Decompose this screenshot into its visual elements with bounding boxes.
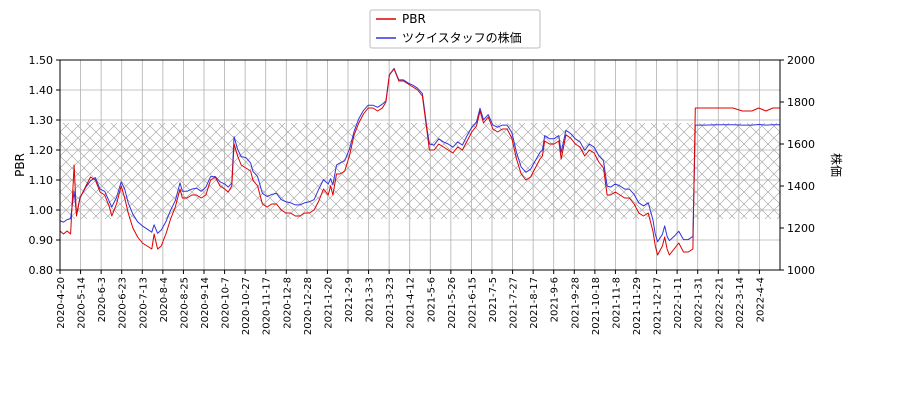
x-tick-label: 2020-10-27 (241, 277, 252, 335)
x-tick-label: 2021-7-5 (488, 277, 499, 322)
x-tick-label: 2022-3-14 (735, 277, 746, 329)
x-tick-label: 2021-10-18 (591, 277, 602, 335)
x-tick-label: 2020-7-13 (138, 277, 149, 329)
x-tick-label: 2020-8-25 (179, 277, 190, 329)
y-axis-label-right: 株価 (829, 153, 844, 177)
x-tick-label: 2021-4-12 (406, 277, 417, 329)
legend-label-price: ツクイスタッフの株価 (402, 30, 522, 45)
x-tick-label: 2021-12-17 (653, 277, 664, 335)
x-tick-label: 2022-4-4 (755, 277, 766, 322)
legend: PBR ツクイスタッフの株価 (369, 9, 541, 49)
x-tick-label: 2020-8-4 (159, 277, 170, 322)
y-tick-label-right: 1000 (787, 264, 815, 277)
y-tick-label-left: 1.30 (29, 114, 54, 127)
x-tick-label: 2021-2-9 (344, 277, 355, 322)
legend-label-pbr: PBR (402, 12, 426, 26)
x-tick-label: 2021-5-6 (426, 277, 437, 322)
x-tick-label: 2020-6-3 (97, 277, 108, 322)
x-tick-label: 2022-2-21 (714, 277, 725, 329)
x-tick-label: 2021-3-23 (385, 277, 396, 329)
y-tick-label-left: 1.00 (29, 204, 54, 217)
x-tick-label: 2020-4-20 (56, 277, 67, 329)
x-tick-label: 2021-9-6 (550, 277, 561, 322)
y-tick-label-left: 1.10 (29, 174, 54, 187)
x-tick-label: 2022-1-11 (673, 277, 684, 329)
series-line-pbr (60, 68, 780, 256)
x-tick-label: 2020-12-28 (303, 277, 314, 335)
x-tick-label: 2021-7-27 (509, 277, 520, 329)
y-tick-label-left: 1.50 (29, 54, 54, 67)
x-tick-label: 2020-11-17 (262, 277, 273, 335)
x-tick-label: 2020-5-14 (77, 277, 88, 329)
legend-box (369, 9, 541, 49)
x-tick-label: 2021-9-28 (570, 277, 581, 329)
y-tick-label-right: 1200 (787, 222, 815, 235)
y-tick-label-right: 2000 (787, 54, 815, 67)
x-tick-label: 2021-11-8 (611, 277, 622, 329)
plot-frame (59, 59, 781, 271)
y-axis-label-left: PBR (13, 153, 27, 177)
x-tick-label: 2021-6-15 (467, 277, 478, 329)
y-tick-label-left: 1.40 (29, 84, 54, 97)
x-tick-label: 2020-6-23 (118, 277, 129, 329)
y-tick-label-right: 1400 (787, 180, 815, 193)
y-tick-label-right: 1800 (787, 96, 815, 109)
x-tick-label: 2021-5-26 (447, 277, 458, 329)
x-tick-label: 2022-1-31 (694, 277, 705, 329)
y-tick-label-left: 0.80 (29, 264, 54, 277)
x-tick-label: 2021-11-29 (632, 277, 643, 335)
x-tick-label: 2021-8-17 (529, 277, 540, 329)
x-tick-label: 2020-10-7 (221, 277, 232, 329)
y-tick-label-right: 1600 (787, 138, 815, 151)
x-tick-label: 2020-9-14 (200, 277, 211, 329)
x-tick-label: 2021-1-20 (323, 277, 334, 329)
series-line-price (60, 67, 780, 243)
x-tick-label: 2020-12-8 (282, 277, 293, 329)
x-tick-label: 2021-3-3 (365, 277, 376, 322)
y-tick-label-left: 1.20 (29, 144, 54, 157)
y-tick-label-left: 0.90 (29, 234, 54, 247)
hatched-band (60, 123, 780, 219)
